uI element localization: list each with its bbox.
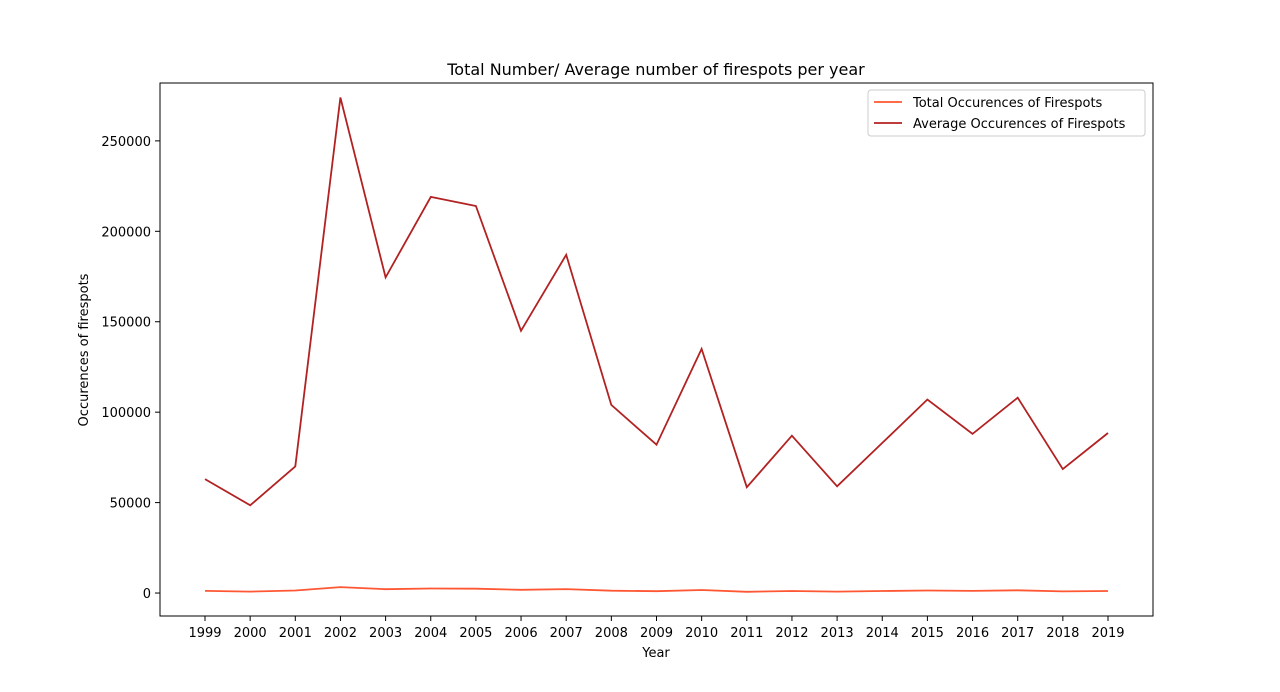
x-tick-label: 2002 <box>324 626 357 641</box>
y-tick-label: 200000 <box>101 225 151 240</box>
x-tick-label: 2018 <box>1046 626 1079 641</box>
x-tick-label: 2004 <box>414 626 447 641</box>
x-tick-label: 2016 <box>956 626 989 641</box>
x-tick-label: 2005 <box>459 626 492 641</box>
x-tick-label: 2003 <box>369 626 402 641</box>
x-tick-label: 2001 <box>279 626 312 641</box>
x-tick-label: 2019 <box>1091 626 1124 641</box>
x-tick-label: 2000 <box>234 626 267 641</box>
legend-label-2: Average Occurences of Firespots <box>913 117 1126 132</box>
x-tick-label: 2010 <box>685 626 718 641</box>
x-tick-label: 2006 <box>505 626 538 641</box>
x-axis-title: Year <box>641 646 670 661</box>
y-tick-label: 250000 <box>101 135 151 150</box>
y-axis-title: Occurences of firespots <box>77 273 92 426</box>
series-line-2 <box>204 97 1109 507</box>
legend: Total Occurences of Firespots Average Occ… <box>867 89 1146 137</box>
x-tick-label: 2009 <box>640 626 673 641</box>
legend-label-1: Total Occurences of Firespots <box>912 96 1103 111</box>
x-axis: 1999 2000 2001 2002 2003 2004 2005 2006 2007 2008… <box>188 616 1125 641</box>
y-tick-label: 0 <box>143 587 151 602</box>
x-tick-label: 2007 <box>550 626 583 641</box>
x-tick-label: 2015 <box>911 626 944 641</box>
y-tick-label: 100000 <box>101 406 151 421</box>
x-tick-label: 2017 <box>1001 626 1034 641</box>
x-tick-label: 2011 <box>730 626 763 641</box>
series-line-1 <box>204 586 1109 593</box>
x-tick-label: 2013 <box>821 626 854 641</box>
x-tick-label: 2014 <box>866 626 899 641</box>
x-tick-label: 2012 <box>775 626 808 641</box>
x-tick-label: 1999 <box>188 626 221 641</box>
series-lines <box>204 97 1109 593</box>
x-tick-label: 2008 <box>595 626 628 641</box>
y-axis: 0 50000 100000 150000 200000 250000 <box>101 135 160 602</box>
y-tick-label: 50000 <box>110 497 151 512</box>
chart-title: Total Number/ Average number of firespot… <box>446 60 865 79</box>
y-tick-label: 150000 <box>101 316 151 331</box>
legend-box <box>867 89 1146 137</box>
